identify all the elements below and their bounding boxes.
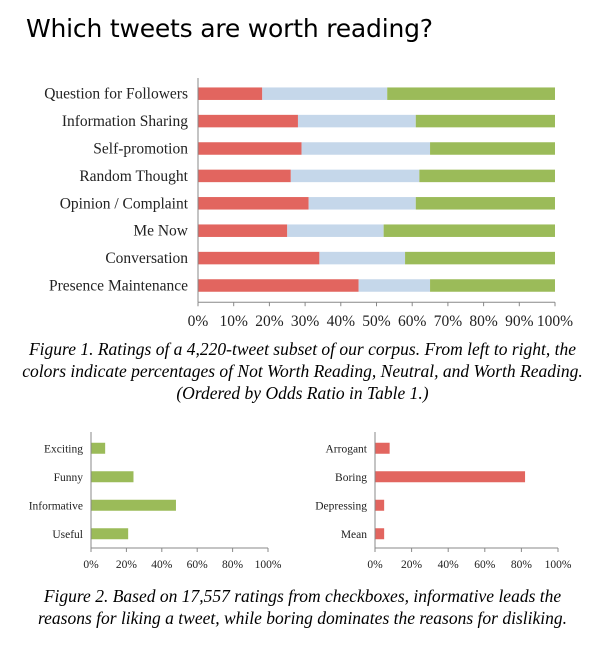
category-label-random-thought: Random Thought bbox=[79, 168, 188, 185]
category-label-mean: Mean bbox=[341, 529, 367, 541]
bar-self-promotion-segment-2 bbox=[301, 142, 431, 155]
category-label-depressing: Depressing bbox=[315, 500, 367, 512]
x-tick-label-3: 60% bbox=[187, 559, 209, 571]
x-tick-label-1: 20% bbox=[401, 559, 423, 571]
x-tick-label-2: 40% bbox=[151, 559, 173, 571]
bar-random-thought-segment-1 bbox=[198, 169, 291, 183]
bar-depressing bbox=[375, 499, 385, 511]
x-tick-label-0: 0% bbox=[367, 559, 383, 571]
bar-information-sharing-segment-3 bbox=[415, 114, 555, 128]
category-label-me-now: Me Now bbox=[133, 223, 188, 240]
bar-conversation-segment-1 bbox=[198, 251, 320, 265]
x-tick-label-4: 80% bbox=[222, 559, 244, 571]
x-tick-label-4: 40% bbox=[327, 313, 356, 330]
x-tick-label-2: 40% bbox=[438, 559, 460, 571]
x-tick-label-1: 20% bbox=[116, 559, 138, 571]
x-tick-label-4: 80% bbox=[511, 559, 533, 571]
x-tick-label-5: 100% bbox=[255, 559, 282, 571]
bar-presence-maintenance-segment-1 bbox=[198, 279, 359, 292]
bar-me-now-segment-3 bbox=[383, 224, 555, 237]
bar-random-thought-segment-2 bbox=[290, 169, 420, 183]
bar-chart-disliking-reasons: Arrogant Boring Depressing Mean 0% 20% 40% 60% 8… bbox=[315, 432, 572, 571]
x-tick-label-7: 70% bbox=[434, 313, 463, 330]
bar-information-sharing-segment-2 bbox=[297, 114, 416, 128]
bar-informative bbox=[91, 499, 176, 511]
page-title: Which tweets are worth reading? bbox=[26, 14, 433, 43]
bar-information-sharing-segment-1 bbox=[198, 114, 298, 128]
bar-question-for-followers-segment-3 bbox=[387, 87, 555, 100]
bar-question-for-followers-segment-1 bbox=[198, 87, 263, 100]
x-tick-label-5: 100% bbox=[545, 559, 572, 571]
x-tick-label-3: 30% bbox=[291, 313, 320, 330]
category-label-question-for-followers: Question for Followers bbox=[44, 86, 188, 103]
bar-presence-maintenance-segment-2 bbox=[358, 279, 431, 292]
figure-2-caption: Figure 2. Based on 17,557 ratings from c… bbox=[37, 586, 568, 628]
x-tick-label-8: 80% bbox=[469, 313, 498, 330]
x-tick-label-0: 0% bbox=[83, 559, 99, 571]
bar-question-for-followers-segment-2 bbox=[262, 87, 388, 100]
bar-useful bbox=[91, 528, 129, 540]
x-tick-label-0: 0% bbox=[188, 313, 209, 330]
bar-opinion-complaint-segment-3 bbox=[415, 197, 555, 210]
figure-1-caption: Figure 1. Ratings of a 4,220-tweet subse… bbox=[22, 339, 583, 403]
x-tick-label-3: 60% bbox=[474, 559, 496, 571]
bar-conversation-segment-2 bbox=[319, 251, 406, 265]
bar-exciting bbox=[91, 442, 106, 454]
bar-random-thought-segment-3 bbox=[419, 169, 555, 183]
bar-arrogant bbox=[375, 442, 390, 454]
bar-self-promotion-segment-1 bbox=[198, 142, 302, 155]
bar-me-now-segment-2 bbox=[287, 224, 384, 237]
bar-opinion-complaint-segment-1 bbox=[198, 197, 309, 210]
category-label-conversation: Conversation bbox=[105, 250, 188, 267]
bar-boring bbox=[375, 471, 526, 483]
category-label-information-sharing: Information Sharing bbox=[62, 113, 188, 130]
bar-conversation-segment-3 bbox=[405, 251, 555, 265]
bar-me-now-segment-1 bbox=[198, 224, 288, 237]
category-label-funny: Funny bbox=[54, 472, 84, 484]
x-tick-label-2: 20% bbox=[255, 313, 284, 330]
category-label-boring: Boring bbox=[335, 472, 367, 484]
category-label-exciting: Exciting bbox=[44, 443, 83, 455]
category-label-informative: Informative bbox=[29, 500, 83, 512]
x-tick-label-6: 60% bbox=[398, 313, 427, 330]
category-label-presence-maintenance: Presence Maintenance bbox=[49, 278, 188, 295]
x-tick-label-1: 10% bbox=[219, 313, 248, 330]
x-tick-label-9: 90% bbox=[505, 313, 534, 330]
bar-mean bbox=[375, 528, 385, 540]
category-label-useful: Useful bbox=[52, 529, 83, 541]
bar-funny bbox=[91, 471, 134, 483]
category-label-arrogant: Arrogant bbox=[325, 443, 367, 455]
stacked-bar-chart-tweet-categories: Question for Followers Information Sharin… bbox=[44, 78, 573, 330]
category-label-opinion-complaint: Opinion / Complaint bbox=[60, 195, 189, 212]
bar-chart-liking-reasons: Exciting Funny Informative Useful 0% 20% 40% 60… bbox=[29, 432, 282, 571]
x-tick-label-10: 100% bbox=[537, 313, 573, 330]
bar-self-promotion-segment-3 bbox=[430, 142, 555, 155]
bar-presence-maintenance-segment-3 bbox=[430, 279, 555, 292]
category-label-self-promotion: Self-promotion bbox=[93, 141, 188, 158]
x-tick-label-5: 50% bbox=[362, 313, 391, 330]
bar-opinion-complaint-segment-2 bbox=[308, 197, 416, 210]
